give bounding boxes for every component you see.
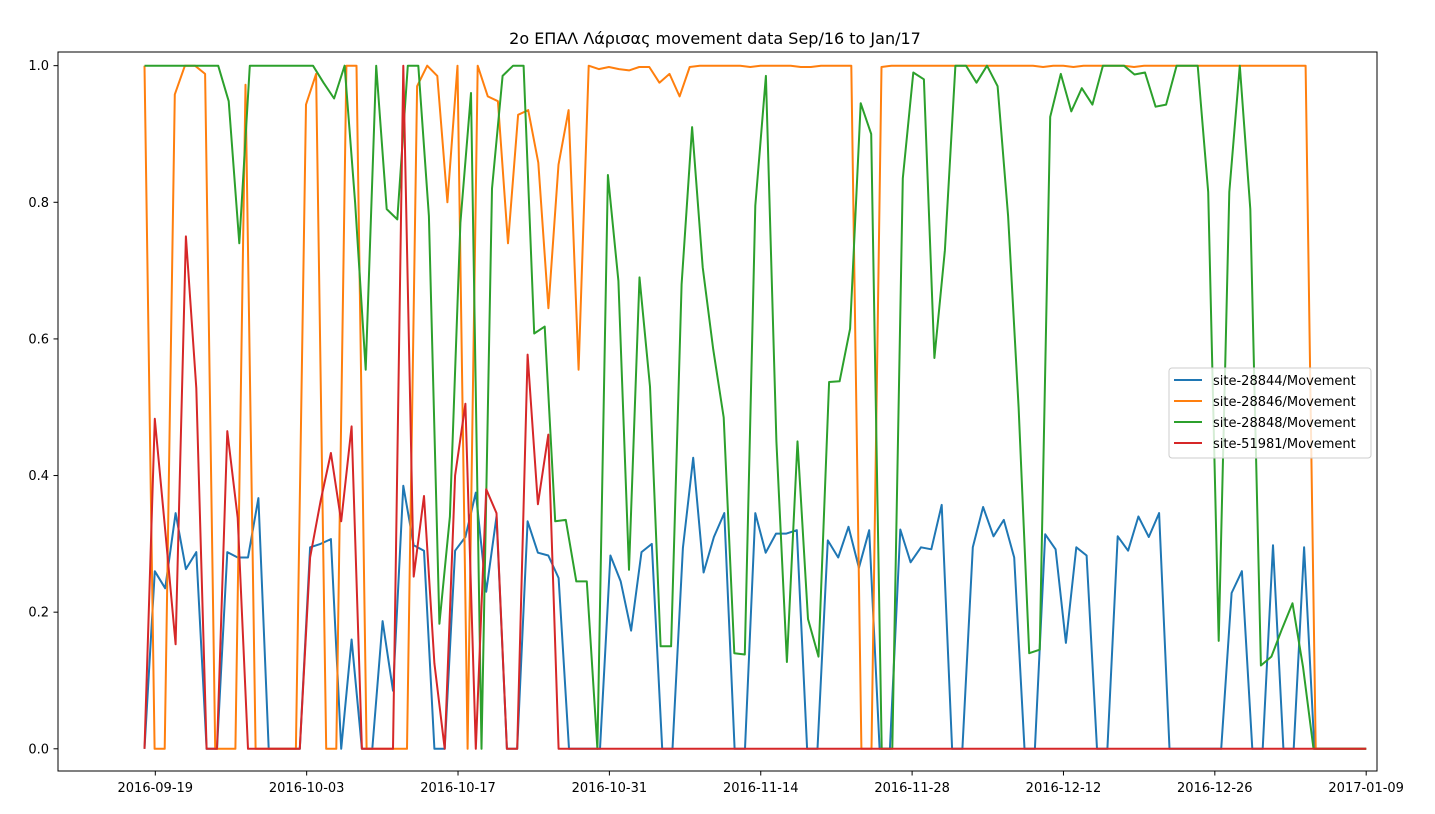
series-line-1 [143, 456, 1367, 750]
series-line-3 [144, 64, 1367, 750]
x-tick-label: 2016-11-28 [874, 781, 950, 796]
y-tick-label: 0.8 [28, 196, 49, 211]
legend-label: site-28846/Movement [1213, 395, 1356, 410]
chart-title: 2o ΕΠΑΛ Λάρισας movement data Sep/16 to … [509, 29, 921, 48]
series-line-2 [143, 64, 1367, 750]
plot-frame [57, 51, 1378, 772]
x-tick-label: 2016-12-26 [1177, 781, 1253, 796]
plot-area [143, 64, 1367, 750]
legend: site-28844/Movement site-28846/Movement si… [1168, 367, 1372, 459]
x-tick-label: 2016-10-31 [572, 781, 648, 796]
x-tick-label: 2016-09-19 [118, 781, 194, 796]
x-tick-label: 2016-12-12 [1026, 781, 1102, 796]
legend-box [1168, 367, 1372, 459]
y-tick-label: 0.0 [28, 742, 49, 757]
y-tick-label: 1.0 [28, 59, 49, 74]
series-line-4 [143, 64, 1367, 750]
y-tick-label: 0.4 [28, 469, 49, 484]
axes: 2016-09-19 2016-10-03 2016-10-17 2016-10-31… [28, 51, 1404, 796]
y-tick-label: 0.6 [28, 332, 49, 347]
x-tick-label: 2016-11-14 [723, 781, 799, 796]
legend-label: site-51981/Movement [1213, 437, 1356, 452]
x-tick-label: 2017-01-09 [1328, 781, 1404, 796]
legend-label: site-28848/Movement [1213, 416, 1356, 431]
x-tick-label: 2016-10-03 [269, 781, 345, 796]
legend-label: site-28844/Movement [1213, 374, 1356, 389]
x-tick-label: 2016-10-17 [420, 781, 496, 796]
y-tick-label: 0.2 [28, 606, 49, 621]
